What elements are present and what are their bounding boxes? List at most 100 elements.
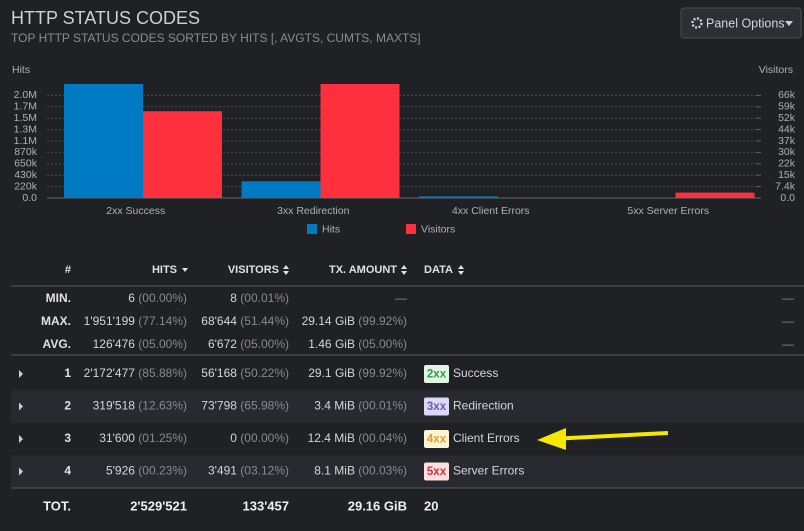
data-cell: — [782, 337, 794, 351]
column-header: DATA [424, 264, 453, 276]
hits-percent: (85.88%) [138, 366, 187, 380]
y2-axis-label: Visitors [759, 64, 793, 76]
sort-icon [283, 265, 289, 275]
arrow-shaft [559, 431, 669, 441]
bar [64, 84, 143, 198]
gear-icon [691, 17, 703, 29]
status-badge [424, 430, 449, 448]
visitors-percent: (50.22%) [240, 366, 289, 380]
hits-value: 126'476 [93, 337, 136, 351]
summary-label: MAX. [41, 314, 71, 328]
hits-percent: (00.23%) [138, 464, 187, 478]
row-background [11, 455, 804, 488]
data-cell: — [782, 291, 794, 305]
panel-title: HTTP STATUS CODES [11, 8, 200, 28]
expand-icon [19, 402, 23, 411]
y2-tick-label: 30k [778, 146, 796, 158]
y2-tick-label: 44k [778, 123, 796, 135]
tx-percent: (05.00%) [358, 337, 407, 351]
y2-tick-label: 66k [778, 89, 796, 101]
y-tick-label: 1.1M [14, 135, 37, 147]
visitors-percent: (51.44%) [240, 314, 289, 328]
button-label[interactable]: Panel Options [706, 16, 785, 30]
tx-value: 8.1 MiB [314, 464, 355, 478]
status-code: 2xx [427, 369, 447, 381]
x-tick-label: 4xx Client Errors [452, 205, 530, 217]
y-tick-label: 1.3M [14, 123, 37, 135]
hits-percent: (00.00%) [138, 291, 187, 305]
hits-percent: (05.00%) [138, 337, 187, 351]
sort-icon [182, 268, 188, 272]
hits-cell: 31'600 (01.25%) [99, 431, 187, 445]
button-frame[interactable] [680, 7, 802, 39]
y2-tick-label: 0.0 [780, 192, 795, 204]
tx-cell: 3.4 MiB (00.01%) [314, 399, 407, 413]
visitors-value: 73'798 [201, 399, 237, 413]
status-code: 5xx [427, 466, 447, 478]
visitors-value: 0 [230, 431, 237, 445]
tx-percent: (00.01%) [358, 399, 407, 413]
expand-icon [19, 435, 23, 443]
y2-tick-label: 59k [778, 101, 796, 113]
y-tick-label: 220k [14, 180, 38, 192]
tx-percent: (99.92%) [358, 366, 407, 380]
y-axis-label: Hits [12, 64, 30, 76]
expand-icon [19, 370, 23, 378]
visitors-value: 68'644 [201, 314, 237, 328]
y-tick-label: 1.7M [14, 101, 37, 113]
legend-label: Visitors [421, 223, 455, 235]
status-badge [424, 462, 449, 481]
bar [241, 181, 321, 198]
legend-swatch [406, 224, 416, 234]
data-cell: — [782, 314, 794, 328]
panel-options-button[interactable]: Panel Options [680, 7, 802, 39]
bar [143, 111, 222, 198]
hits-value: 5'926 [106, 464, 135, 478]
tx-value: 29.14 GiB [302, 314, 355, 328]
sort-icon [401, 265, 407, 275]
column-header: HITS [152, 264, 177, 276]
status-badge [424, 397, 449, 416]
summary-label: MIN. [46, 291, 71, 305]
x-tick-label: 2xx Success [106, 205, 165, 217]
tx-value: 1.46 GiB [308, 337, 355, 351]
tx-value: 29.1 GiB [308, 366, 355, 380]
visitors-value: 6'672 [208, 337, 237, 351]
tx-cell: 8.1 MiB (00.03%) [314, 464, 407, 478]
visitors-value: 8 [230, 291, 237, 305]
y2-tick-label: 37k [778, 135, 796, 147]
status-label: Success [453, 366, 498, 380]
column-header: # [65, 264, 71, 276]
visitors-value: 56'168 [201, 366, 237, 380]
hits-cell: 6 (00.00%) [128, 291, 187, 305]
y-tick-label: 870k [14, 146, 38, 158]
tx-percent: (99.92%) [358, 314, 407, 328]
sort-icon [458, 265, 464, 275]
total-tx: 29.16 GiB [348, 498, 407, 513]
row-index: 2 [64, 399, 71, 413]
tx-value: 12.4 MiB [308, 431, 355, 445]
total-visitors: 133'457 [243, 498, 289, 513]
caret-icon [785, 21, 793, 26]
y2-tick-label: 15k [778, 169, 796, 181]
hits-percent: (12.63%) [138, 399, 187, 413]
table: # HITS VISITORS TX. AMOUNT DATA MIN. 6 (00.00%… [11, 264, 804, 513]
row-index: 1 [64, 366, 71, 380]
legend-label: Hits [322, 223, 340, 235]
y-tick-label: 2.0M [14, 89, 37, 101]
hits-percent: (77.14%) [138, 314, 187, 328]
visitors-cell: 6'672 (05.00%) [208, 337, 289, 351]
visitors-percent: (05.00%) [240, 337, 289, 351]
summary-label: AVG. [43, 337, 71, 351]
hits-value: 2'172'477 [84, 366, 136, 380]
y2-tick-label: 7.4k [775, 180, 796, 192]
hits-value: 31'600 [99, 431, 135, 445]
hits-value: 6 [128, 291, 135, 305]
visitors-cell: 68'644 (51.44%) [201, 314, 289, 328]
hits-cell: 2'172'477 (85.88%) [84, 366, 187, 380]
bar [675, 192, 755, 198]
status-label: Server Errors [453, 464, 524, 478]
hits-value: 319'518 [93, 399, 136, 413]
tx-percent: (00.03%) [358, 464, 407, 478]
